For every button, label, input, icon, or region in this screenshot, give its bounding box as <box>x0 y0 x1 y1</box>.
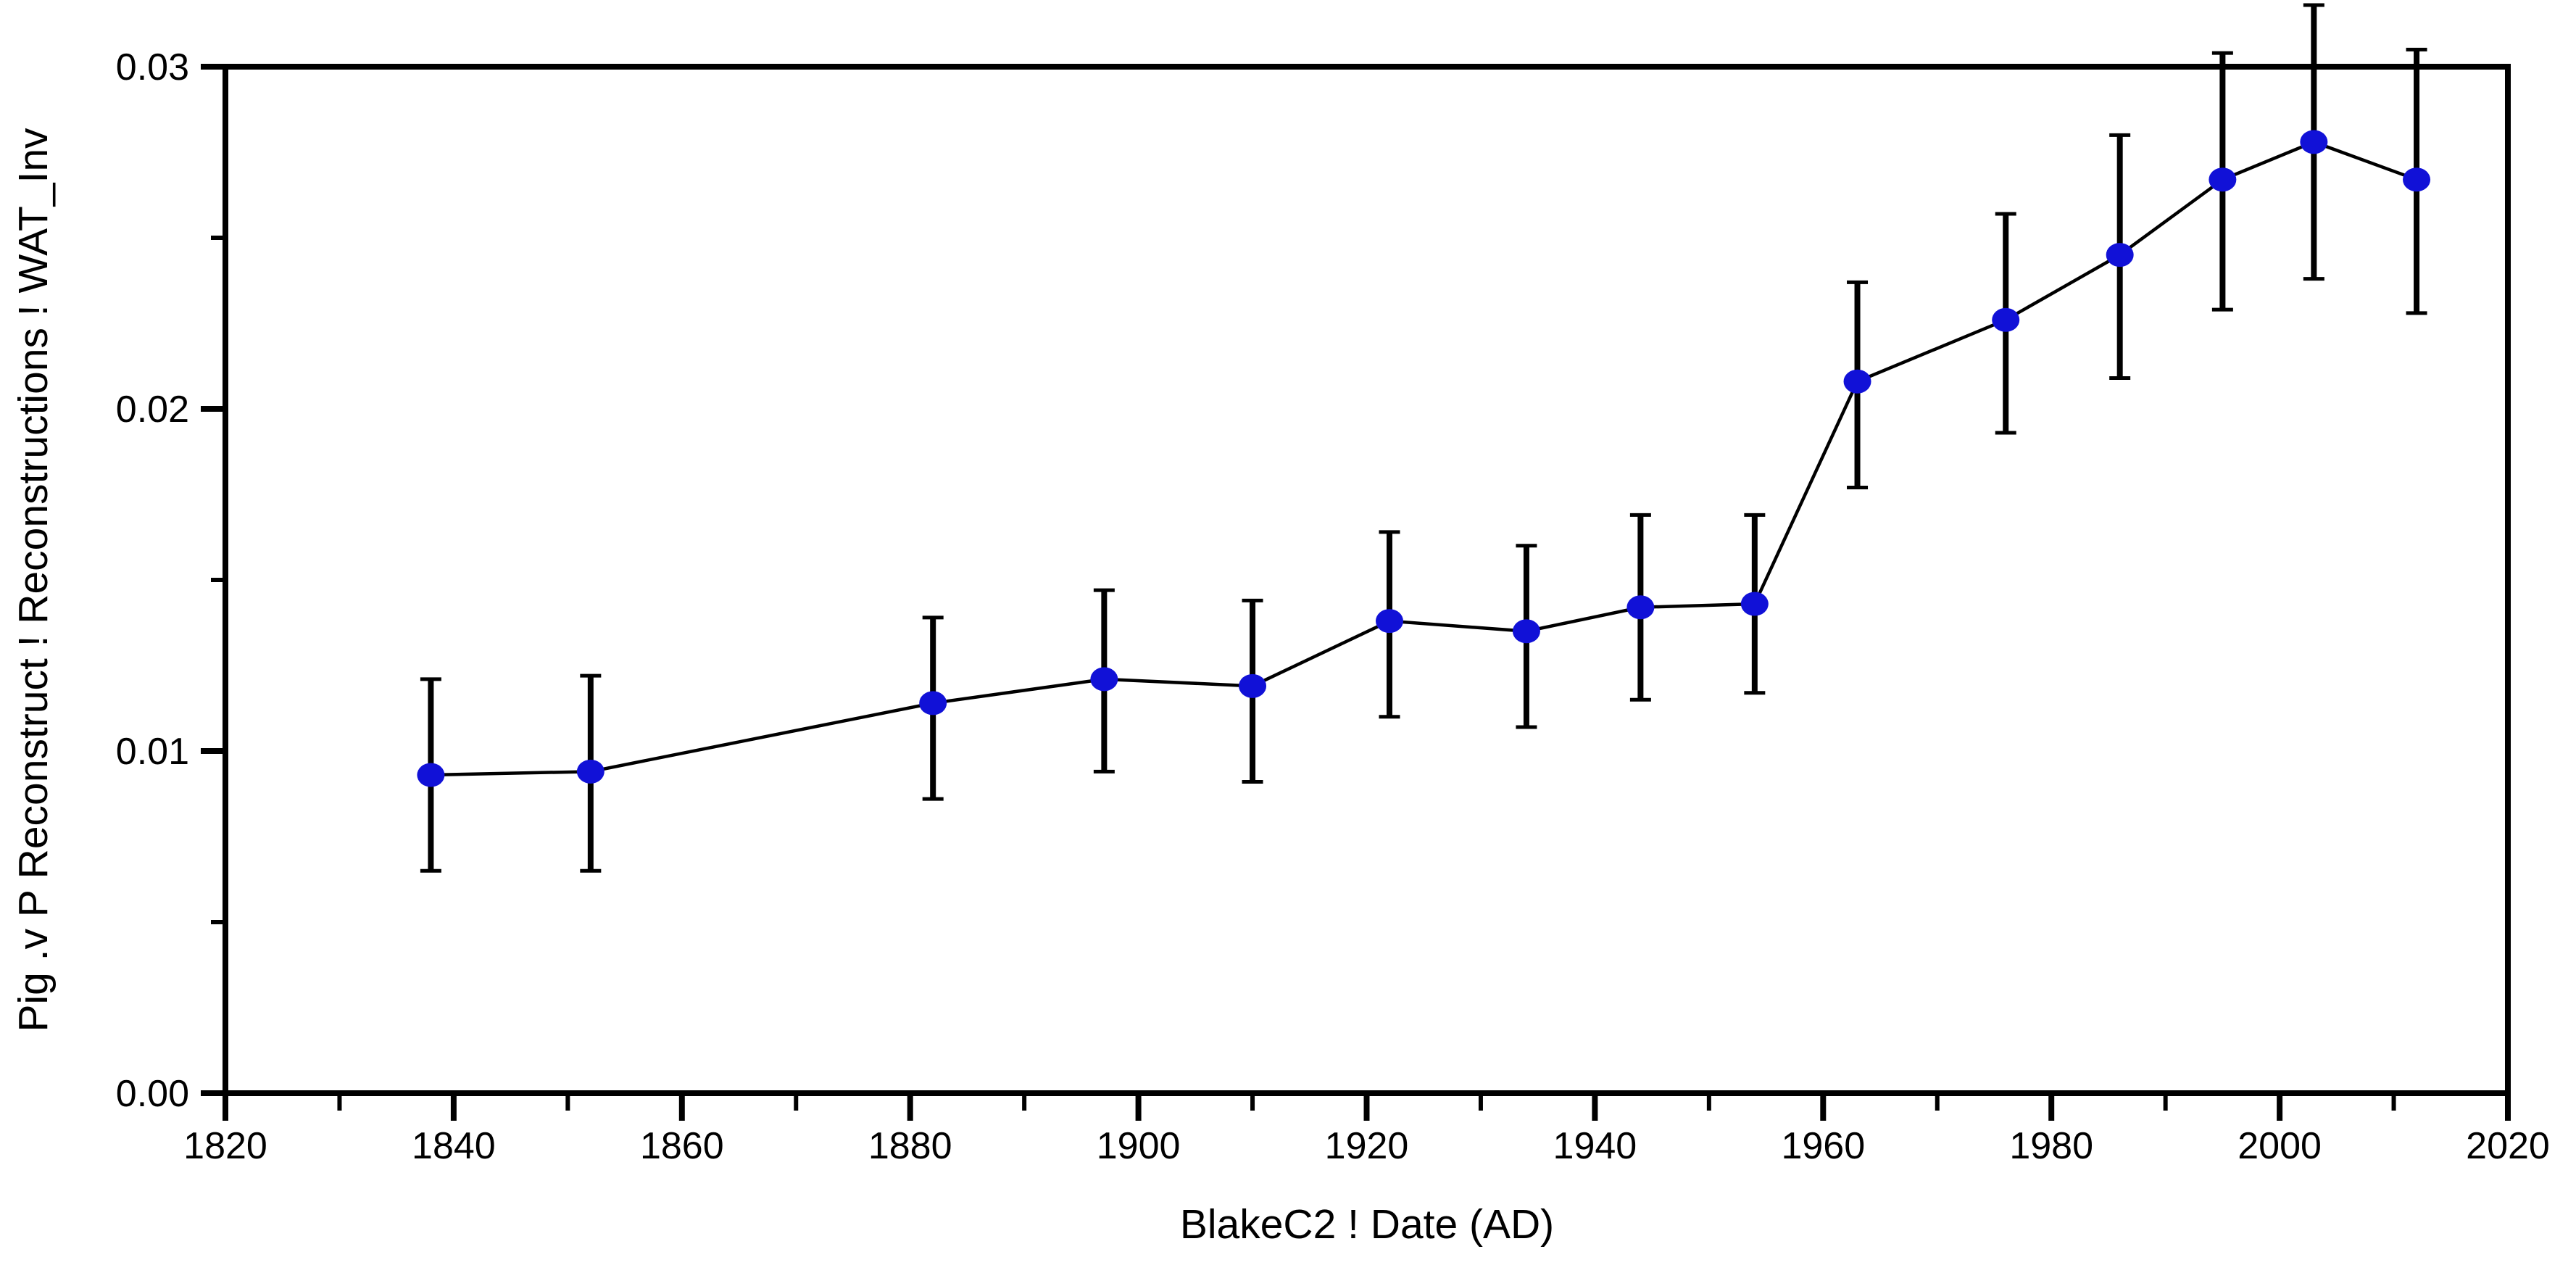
x-tick-label: 1880 <box>868 1125 952 1167</box>
x-tick-label: 1920 <box>1325 1125 1409 1167</box>
data-point-marker <box>1843 369 1871 394</box>
x-tick-label: 1860 <box>640 1125 724 1167</box>
data-point-marker <box>1090 667 1118 692</box>
x-tick-label: 2000 <box>2238 1125 2322 1167</box>
data-point-marker <box>1375 609 1403 634</box>
data-point-marker <box>1626 595 1655 620</box>
x-tick-label: 2020 <box>2466 1125 2550 1167</box>
x-tick-label: 1960 <box>1781 1125 1865 1167</box>
data-point-marker <box>1512 619 1540 644</box>
x-axis-title: BlakeC2 ! Date (AD) <box>1179 1201 1555 1248</box>
y-tick-label: 0.02 <box>116 389 189 431</box>
data-point-marker <box>1239 673 1267 698</box>
data-point-marker <box>2106 243 2134 267</box>
y-axis-title: Pig .v P Reconstruct ! Reconstructions !… <box>10 128 57 1032</box>
plot-frame <box>223 64 2511 1096</box>
x-tick-label: 1980 <box>2009 1125 2093 1167</box>
data-point-marker <box>1992 307 2020 332</box>
x-tick-label: 1820 <box>183 1125 267 1167</box>
data-point-marker <box>2209 167 2237 192</box>
data-point-marker <box>417 763 445 787</box>
data-point-marker <box>2403 167 2431 192</box>
x-tick-label: 1840 <box>412 1125 496 1167</box>
y-tick-label: 0.00 <box>116 1073 189 1115</box>
data-point-marker <box>576 759 604 784</box>
data-point-marker <box>919 691 947 716</box>
y-tick-label: 0.01 <box>116 731 189 773</box>
data-point-marker <box>2300 130 2328 154</box>
data-point-marker <box>1740 592 1769 616</box>
x-tick-label: 1900 <box>1097 1125 1181 1167</box>
x-tick-label: 1940 <box>1553 1125 1637 1167</box>
y-tick-label: 0.03 <box>116 46 189 88</box>
